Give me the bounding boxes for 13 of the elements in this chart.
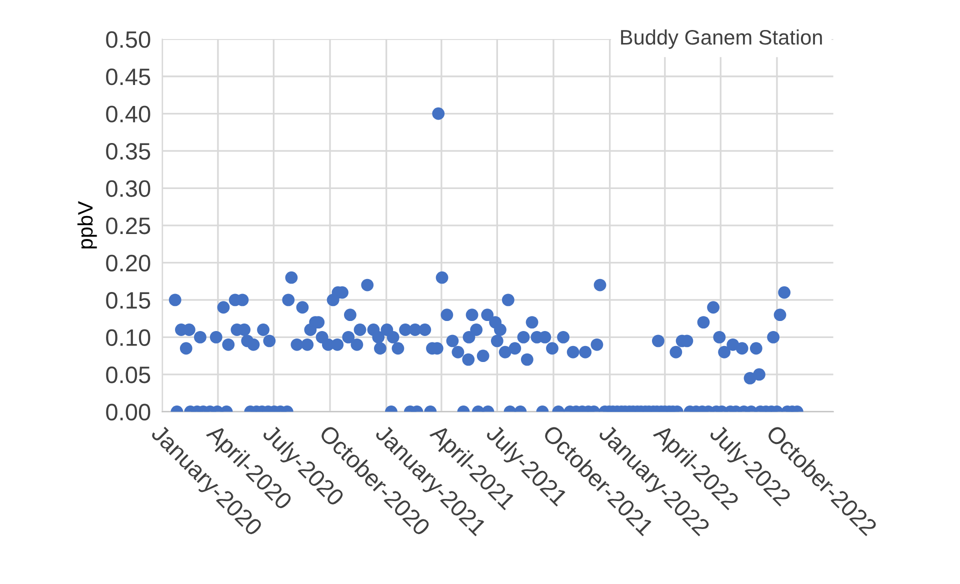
y-tick-label: 0.15 [106,292,150,309]
y-tick-label: 0.25 [106,217,150,234]
y-tick-label: 0.20 [106,254,150,272]
y-tick-label: 0.40 [106,106,150,122]
chart-title: Buddy Ganem Station [621,29,822,49]
y-tick-label: 0.10 [106,329,150,346]
y-axis-title: ppbV [77,201,97,248]
y-tick-label: 0.00 [106,404,150,421]
y-tick-label: 0.35 [106,142,150,160]
y-tick-label: 0.45 [106,68,150,86]
y-tick-label: 0.50 [106,31,150,48]
y-tick-label: 0.30 [106,180,150,197]
y-tick-label: 0.05 [106,366,150,384]
